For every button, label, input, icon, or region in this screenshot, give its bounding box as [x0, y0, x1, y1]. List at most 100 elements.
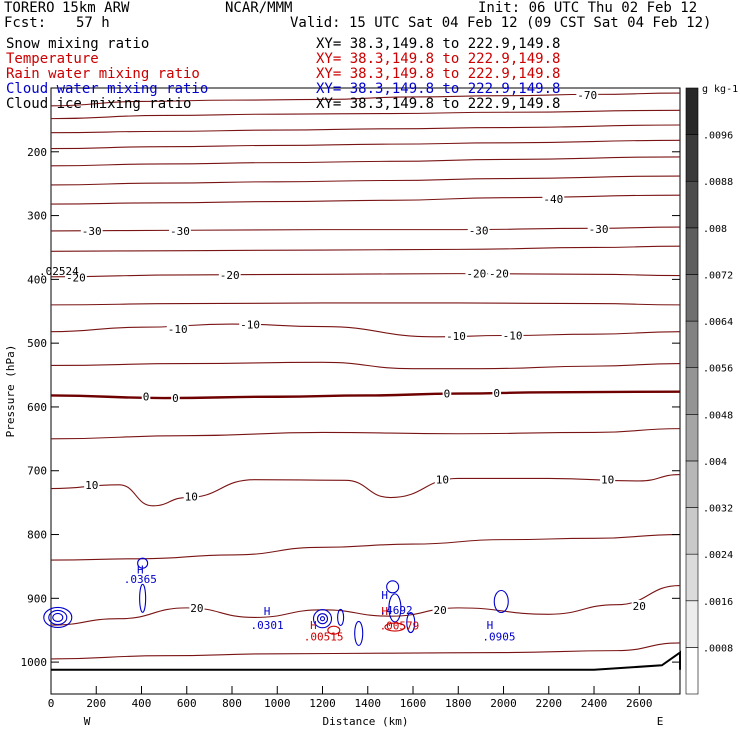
colorbar-tick-label: .008 — [703, 224, 727, 235]
isotherm-line — [50, 175, 681, 186]
isotherm-line — [50, 273, 681, 278]
east-label: E — [657, 715, 664, 728]
x-tick-label: 800 — [222, 697, 242, 710]
model-resolution: 15km ARW — [62, 0, 130, 16]
isotherm-label: 10 — [85, 479, 98, 492]
isotherm-label: -20 — [466, 268, 486, 281]
moisture-contour — [319, 616, 326, 622]
colorbar-tick-label: .0096 — [703, 131, 733, 142]
isotherm-label: 0 — [493, 387, 500, 400]
colorbar-cell — [685, 320, 699, 368]
isotherm-label: -10 — [446, 330, 466, 343]
colorbar-cell — [685, 134, 699, 182]
isotherm-line — [50, 390, 681, 400]
colorbar-tick-label: .0024 — [703, 550, 733, 561]
moisture-contour — [139, 583, 147, 613]
isotherm-label: -40 — [543, 193, 563, 206]
isotherm-label: -30 — [469, 224, 489, 237]
colorbar-cell — [685, 460, 699, 508]
colorbar-tick-label: .0032 — [703, 504, 733, 515]
contour-label-bg — [239, 318, 262, 331]
contour-label-bg — [141, 390, 151, 403]
isotherm-line — [50, 245, 681, 252]
isotherm-line — [50, 323, 681, 338]
colorbar-cell — [685, 180, 699, 229]
contour-label-bg — [169, 224, 191, 237]
y-tick-label: 500 — [27, 337, 47, 350]
colorbar-tick-label: .0016 — [703, 597, 733, 608]
contour-label-bg — [501, 329, 524, 342]
legend-field-name: Cloud water mixing ratio — [6, 81, 209, 97]
colorbar-tick-label: .0008 — [703, 643, 733, 654]
isotherm-line — [50, 109, 681, 120]
x-tick-label: 400 — [132, 697, 152, 710]
contour-label-bg — [631, 599, 647, 612]
colorbar-cell — [685, 600, 699, 648]
isotherm-label: 10 — [185, 490, 198, 503]
legend-field-xy: XY= 38.3,149.8 to 222.9,149.8 — [316, 66, 561, 82]
moisture-contour — [354, 620, 364, 646]
field-max-label: .00515 — [304, 631, 344, 644]
y-tick-label: 700 — [27, 465, 47, 478]
isotherm-label: 0 — [172, 392, 179, 405]
legend-field-xy: XY= 38.3,149.8 to 222.9,149.8 — [316, 81, 561, 97]
moisture-contour — [316, 613, 329, 625]
contour-label-bg — [432, 603, 448, 616]
contour-label-bg — [171, 392, 180, 405]
isotherm-label: -10 — [168, 323, 188, 336]
legend-field-xy: XY= 38.3,149.8 to 222.9,149.8 — [316, 36, 561, 52]
isotherm-label: -20 — [489, 268, 509, 281]
field-max-label: .02524 — [39, 265, 79, 278]
colorbar-cell — [685, 87, 699, 135]
contour-label-bg — [587, 222, 610, 235]
isotherm-line — [50, 533, 681, 561]
contour-label-bg — [576, 89, 599, 102]
colorbar-cell — [685, 553, 699, 602]
colorbar-cell — [685, 507, 699, 555]
field-max-label: .0905 — [482, 631, 515, 644]
contour-label-bg — [542, 192, 565, 205]
colorbar-tick-label: .0064 — [703, 317, 733, 328]
x-tick-label: 2600 — [626, 697, 653, 710]
field-max-label: .0301 — [251, 619, 284, 632]
colorbar-cell — [685, 414, 699, 462]
isotherm-line — [50, 361, 681, 370]
colorbar-tick-label: .0048 — [703, 410, 733, 421]
legend-field-xy: XY= 38.3,149.8 to 222.9,149.8 — [316, 96, 561, 112]
x-tick-label: 200 — [86, 697, 106, 710]
contour-label-bg — [166, 323, 189, 336]
field-max-label: H — [137, 564, 144, 577]
isotherm-label: -30 — [589, 223, 609, 236]
field-max-label: .00579 — [380, 620, 420, 633]
isotherm-label: 20 — [633, 600, 646, 613]
model-name: TORERO — [4, 0, 55, 16]
colorbar-cell — [685, 367, 699, 415]
contour-label-bg — [465, 267, 488, 280]
contour-label-bg — [488, 267, 510, 280]
y-axis-label: Pressure (hPa) — [4, 345, 17, 438]
contour-label-bg — [183, 490, 199, 503]
y-tick-label: 300 — [27, 210, 47, 223]
colorbar-tick-label: .0072 — [703, 270, 733, 281]
isotherm-label: -10 — [503, 330, 523, 343]
isotherm-label: -20 — [66, 271, 86, 284]
colorbar-tick-label: .004 — [703, 457, 727, 468]
legend-field-name: Cloud ice mixing ratio — [6, 96, 192, 112]
colorbar: .0008 .0016 .0024 .0032 .004 .0048 .0056 .0064.… — [685, 84, 738, 695]
legend-field-name: Temperature — [6, 51, 99, 67]
moisture-contour — [386, 580, 400, 594]
cloud-water-contours — [43, 557, 509, 646]
x-tick-label: 2200 — [536, 697, 563, 710]
contour-label-bg — [189, 601, 205, 614]
moisture-contour — [52, 612, 64, 623]
west-label: W — [84, 715, 91, 728]
isotherm-label: -30 — [82, 225, 102, 238]
legend-field-xy: XY= 38.3,149.8 to 222.9,149.8 — [316, 51, 561, 67]
contour-label-bg — [434, 473, 451, 486]
x-tick-label: 1800 — [445, 697, 472, 710]
x-tick-label: 2400 — [581, 697, 608, 710]
x-tick-label: 2000 — [490, 697, 517, 710]
y-tick-label: 400 — [27, 273, 47, 286]
isotherm-line — [50, 156, 681, 167]
moisture-contour — [48, 609, 68, 626]
